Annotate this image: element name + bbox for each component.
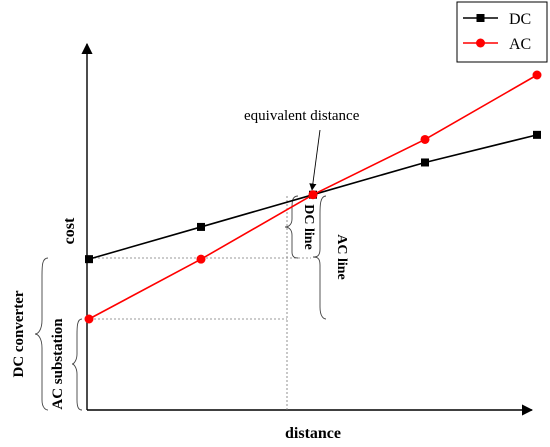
legend-ac-marker <box>476 38 485 48</box>
legend-items: DC AC <box>463 11 531 53</box>
ac-line-brace <box>312 195 327 320</box>
equivalent-distance-label: equivalent distance <box>244 108 360 124</box>
legend: DC AC <box>456 1 548 63</box>
dc-line-brace <box>284 195 299 259</box>
dc-point-3 <box>421 158 429 167</box>
ac-point-2 <box>308 190 318 200</box>
ac-point-0 <box>84 314 94 324</box>
legend-ac-label: AC <box>509 36 531 53</box>
ac-line-label: AC line <box>334 234 349 280</box>
ac-substation-label: AC substation <box>50 318 66 410</box>
legend-dc-label: DC <box>509 11 531 28</box>
legend-box <box>456 1 548 63</box>
equivalent-distance-pointer <box>309 129 321 191</box>
dc-line-label: DC line <box>301 204 316 250</box>
guide-lines <box>90 196 311 410</box>
dc-point-4 <box>533 130 541 139</box>
ac-substation-brace <box>71 318 83 411</box>
braces <box>34 195 327 411</box>
y-axis-label: cost <box>61 217 78 244</box>
series-layer <box>84 70 542 324</box>
dc-converter-label: DC converter <box>11 290 27 377</box>
x-axis-label: distance <box>285 425 341 442</box>
legend-dc-marker <box>476 14 485 22</box>
dc-point-0 <box>85 255 93 264</box>
axes <box>81 42 534 416</box>
dc-converter-brace <box>34 257 49 411</box>
ac-point-1 <box>196 254 206 264</box>
dc-point-1 <box>197 222 205 231</box>
ac-point-3 <box>420 134 430 144</box>
ac-point-4 <box>532 70 542 80</box>
